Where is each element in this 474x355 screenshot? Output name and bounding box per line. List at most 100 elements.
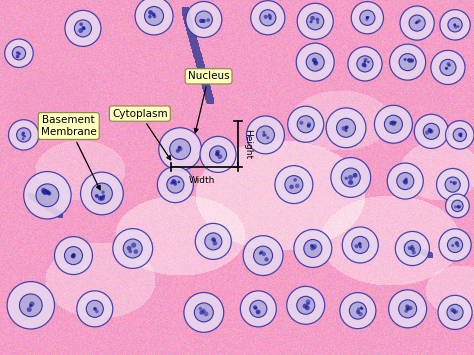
Ellipse shape: [295, 184, 300, 188]
Ellipse shape: [170, 139, 191, 159]
Ellipse shape: [251, 1, 285, 35]
Ellipse shape: [98, 196, 103, 201]
Ellipse shape: [310, 16, 315, 21]
Ellipse shape: [41, 188, 46, 193]
Ellipse shape: [79, 22, 83, 26]
Ellipse shape: [409, 15, 425, 31]
Ellipse shape: [213, 241, 217, 246]
Ellipse shape: [200, 136, 236, 173]
Ellipse shape: [95, 194, 99, 198]
Ellipse shape: [195, 223, 231, 260]
Ellipse shape: [177, 181, 180, 183]
Ellipse shape: [361, 307, 363, 310]
Ellipse shape: [445, 177, 460, 192]
Ellipse shape: [404, 309, 408, 313]
Ellipse shape: [22, 132, 25, 135]
Ellipse shape: [402, 180, 406, 183]
Ellipse shape: [397, 173, 414, 190]
Ellipse shape: [431, 50, 465, 84]
Ellipse shape: [367, 16, 370, 18]
Ellipse shape: [310, 20, 312, 23]
Ellipse shape: [285, 176, 303, 193]
Ellipse shape: [243, 236, 283, 275]
Ellipse shape: [317, 21, 319, 24]
Ellipse shape: [364, 60, 366, 63]
Ellipse shape: [46, 190, 50, 194]
Ellipse shape: [215, 152, 219, 156]
Ellipse shape: [446, 121, 474, 149]
Ellipse shape: [358, 242, 362, 246]
Ellipse shape: [302, 304, 308, 308]
Ellipse shape: [127, 246, 132, 251]
Ellipse shape: [264, 15, 268, 19]
Ellipse shape: [448, 64, 451, 67]
Ellipse shape: [451, 244, 454, 247]
Ellipse shape: [215, 150, 218, 153]
Ellipse shape: [262, 133, 265, 137]
Ellipse shape: [456, 206, 459, 208]
Ellipse shape: [310, 246, 315, 251]
Ellipse shape: [458, 205, 461, 208]
Ellipse shape: [259, 252, 262, 255]
Ellipse shape: [447, 62, 450, 66]
Ellipse shape: [269, 17, 272, 20]
Ellipse shape: [457, 25, 459, 28]
Ellipse shape: [406, 307, 410, 311]
Ellipse shape: [72, 253, 75, 256]
Ellipse shape: [326, 108, 366, 148]
Ellipse shape: [459, 133, 462, 137]
Ellipse shape: [27, 307, 32, 312]
Ellipse shape: [297, 3, 333, 39]
Ellipse shape: [266, 136, 269, 139]
Ellipse shape: [254, 306, 257, 310]
Text: Width: Width: [188, 176, 215, 185]
Ellipse shape: [454, 312, 456, 314]
Ellipse shape: [213, 239, 216, 242]
Ellipse shape: [307, 13, 324, 30]
Ellipse shape: [384, 115, 402, 133]
Ellipse shape: [81, 26, 85, 30]
Ellipse shape: [360, 306, 363, 309]
Ellipse shape: [399, 300, 417, 318]
Ellipse shape: [454, 205, 457, 208]
Ellipse shape: [194, 303, 213, 322]
Ellipse shape: [65, 10, 101, 47]
Ellipse shape: [352, 236, 369, 253]
Ellipse shape: [362, 62, 366, 67]
Ellipse shape: [289, 185, 294, 189]
Ellipse shape: [395, 231, 429, 266]
Ellipse shape: [71, 254, 75, 259]
Ellipse shape: [36, 184, 59, 207]
Ellipse shape: [310, 244, 313, 247]
Ellipse shape: [18, 53, 21, 55]
Ellipse shape: [16, 51, 19, 54]
Ellipse shape: [452, 309, 456, 313]
Ellipse shape: [316, 18, 319, 22]
Ellipse shape: [313, 61, 318, 66]
Ellipse shape: [74, 20, 91, 37]
Ellipse shape: [410, 59, 414, 62]
Ellipse shape: [445, 67, 448, 70]
Ellipse shape: [454, 23, 456, 26]
Ellipse shape: [81, 172, 123, 215]
Ellipse shape: [345, 177, 348, 180]
Ellipse shape: [93, 307, 97, 311]
Ellipse shape: [100, 196, 105, 201]
Ellipse shape: [184, 293, 224, 332]
Ellipse shape: [393, 121, 397, 124]
Ellipse shape: [404, 240, 420, 257]
Ellipse shape: [454, 25, 457, 29]
Ellipse shape: [410, 245, 414, 248]
Ellipse shape: [152, 12, 155, 16]
Ellipse shape: [348, 175, 353, 180]
Ellipse shape: [93, 307, 96, 310]
Text: Basement
Membrane: Basement Membrane: [41, 115, 100, 190]
Ellipse shape: [128, 250, 132, 253]
Ellipse shape: [134, 249, 138, 254]
Ellipse shape: [416, 21, 418, 24]
Ellipse shape: [342, 126, 346, 131]
Ellipse shape: [170, 182, 173, 185]
Ellipse shape: [453, 128, 466, 142]
Ellipse shape: [407, 58, 410, 62]
Ellipse shape: [178, 146, 182, 151]
